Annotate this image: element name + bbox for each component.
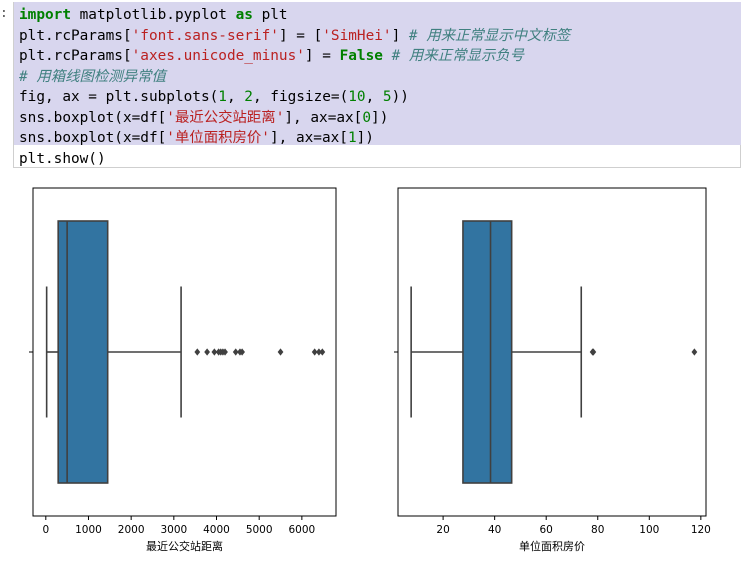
plot2-x-tick-label-2: 60 xyxy=(540,524,553,536)
plot1-x-tick-label-0: 0 xyxy=(42,524,49,536)
plot1-outlier-6 xyxy=(222,348,228,356)
plot2-outlier-1 xyxy=(590,348,597,356)
plot2-x-tick-label-3: 80 xyxy=(591,524,604,536)
code-line-3: plt.rcParams['axes.unicode_minus'] = Fal… xyxy=(19,48,525,64)
plot1-outlier-11 xyxy=(311,348,318,356)
plot1-x-tick-label-3: 3000 xyxy=(160,524,187,536)
code-line-7: sns.boxplot(x=df['单位面积房价'], ax=ax[1]) xyxy=(19,130,374,146)
plot1-outlier-1 xyxy=(204,348,210,356)
code-line-1: import matplotlib.pyplot as plt xyxy=(19,7,288,23)
plot2-outlier-2 xyxy=(691,348,698,356)
cell-output: 0 1000 2000 3000 4000 5000 6000 最近公交站距离 20 40 60 80… xyxy=(0,170,741,576)
plot1-outlier-9 xyxy=(239,348,245,356)
cell-prompt-marker: : xyxy=(0,6,8,21)
code-line-5: fig, ax = plt.subplots(1, 2, figsize=(10… xyxy=(19,89,409,105)
boxplot-figure: 0 1000 2000 3000 4000 5000 6000 最近公交站距离 20 40 60 80… xyxy=(29,187,711,553)
plot1-box xyxy=(57,220,109,484)
plot1-x-tick-label-5: 5000 xyxy=(246,524,273,536)
plot1-x-tick-label-1: 1000 xyxy=(75,524,102,536)
code-editor[interactable]: import matplotlib.pyplot as plt plt.rcPa… xyxy=(19,5,570,169)
plot2-x-tick-label-5: 120 xyxy=(691,524,711,536)
plot1-outlier-13 xyxy=(319,348,326,356)
plot2-x-axis-label: 单位面积房价 xyxy=(519,539,585,553)
code-line-4: # 用箱线图检测异常值 xyxy=(19,68,166,85)
plot1-outlier-7 xyxy=(232,348,239,356)
plot1-x-tick-label-4: 4000 xyxy=(203,524,230,536)
plot1-outlier-0 xyxy=(194,348,201,356)
code-line-6: sns.boxplot(x=df['最近公交站距离'], ax=ax[0]) xyxy=(19,109,389,126)
plot1-outlier-10 xyxy=(277,348,284,356)
plot1-outlier-2 xyxy=(211,348,218,356)
plot2-box xyxy=(462,220,513,484)
plot2-x-tick-label-0: 20 xyxy=(436,524,449,536)
plot1-x-axis-label: 最近公交站距离 xyxy=(146,539,223,553)
plot1-outlier-12 xyxy=(316,348,322,356)
code-line-2: plt.rcParams['font.sans-serif'] = ['SimH… xyxy=(19,27,571,44)
code-cell[interactable]: import matplotlib.pyplot as plt plt.rcPa… xyxy=(13,2,741,168)
plot2-x-tick-label-1: 40 xyxy=(488,524,501,536)
plot2-x-tick-label-4: 100 xyxy=(639,524,659,536)
plot1-x-tick-label-2: 2000 xyxy=(118,524,145,536)
code-line-8: plt.show() xyxy=(19,150,106,167)
plot1-x-tick-label-6: 6000 xyxy=(288,524,315,536)
code-cell-highlight xyxy=(14,2,741,145)
